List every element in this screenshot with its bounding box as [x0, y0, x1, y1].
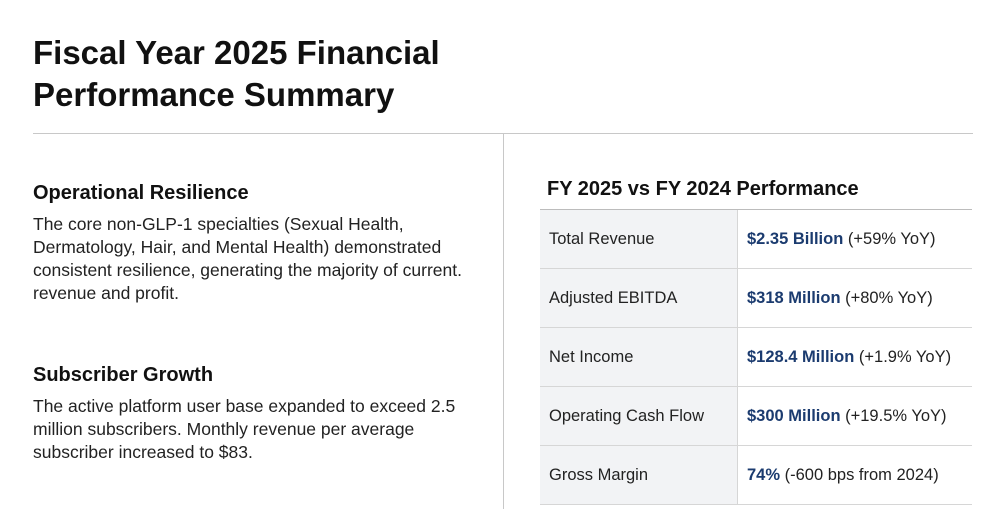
metric-value: 74% [747, 465, 781, 484]
table-row: Gross Margin 74% (-600 bps from 2024) [540, 445, 972, 505]
table-row: Total Revenue $2.35 Billion (+59% YoY) [540, 209, 972, 269]
metric-change: (+19.5% YoY) [845, 406, 947, 425]
metric-value: $128.4 Million [747, 347, 855, 366]
metric-value: $318 Million [747, 288, 841, 307]
metric-label: Adjusted EBITDA [540, 268, 738, 328]
metric-value-cell: $318 Million (+80% YoY) [737, 268, 972, 328]
section-heading: Subscriber Growth [33, 364, 214, 386]
metric-value-cell: $2.35 Billion (+59% YoY) [737, 209, 972, 269]
section-body: The core non-GLP-1 specialties (Sexual H… [33, 214, 462, 303]
table-row: Adjusted EBITDA $318 Million (+80% YoY) [540, 268, 972, 328]
section-heading: Operational Resilience [33, 182, 249, 204]
metric-value-cell: $128.4 Million (+1.9% YoY) [737, 327, 972, 387]
metric-label: Gross Margin [540, 445, 738, 505]
performance-table: Total Revenue $2.35 Billion (+59% YoY) A… [540, 209, 972, 505]
metric-label: Operating Cash Flow [540, 386, 738, 446]
table-row: Net Income $128.4 Million (+1.9% YoY) [540, 327, 972, 387]
metric-label: Net Income [540, 327, 738, 387]
metric-change: (-600 bps from 2024) [784, 465, 939, 484]
operational-resilience-section: Operational Resilience The core non-GLP-… [33, 181, 478, 305]
metric-label: Total Revenue [540, 209, 738, 269]
metric-change: (+1.9% YoY) [858, 347, 952, 366]
metric-value-cell: 74% (-600 bps from 2024) [737, 445, 972, 505]
section-body: The active platform user base expanded t… [33, 396, 456, 462]
horizontal-divider [33, 133, 973, 134]
metric-value-cell: $300 Million (+19.5% YoY) [737, 386, 972, 446]
metric-value: $2.35 Billion [747, 229, 844, 248]
subscriber-growth-section: Subscriber Growth The active platform us… [33, 363, 478, 464]
page-title: Fiscal Year 2025 Financial Performance S… [33, 34, 440, 113]
vertical-divider [503, 134, 504, 509]
metric-value: $300 Million [747, 406, 841, 425]
performance-table-title: FY 2025 vs FY 2024 Performance [547, 178, 859, 200]
table-row: Operating Cash Flow $300 Million (+19.5%… [540, 386, 972, 446]
metric-change: (+80% YoY) [845, 288, 933, 307]
metric-change: (+59% YoY) [847, 229, 936, 248]
